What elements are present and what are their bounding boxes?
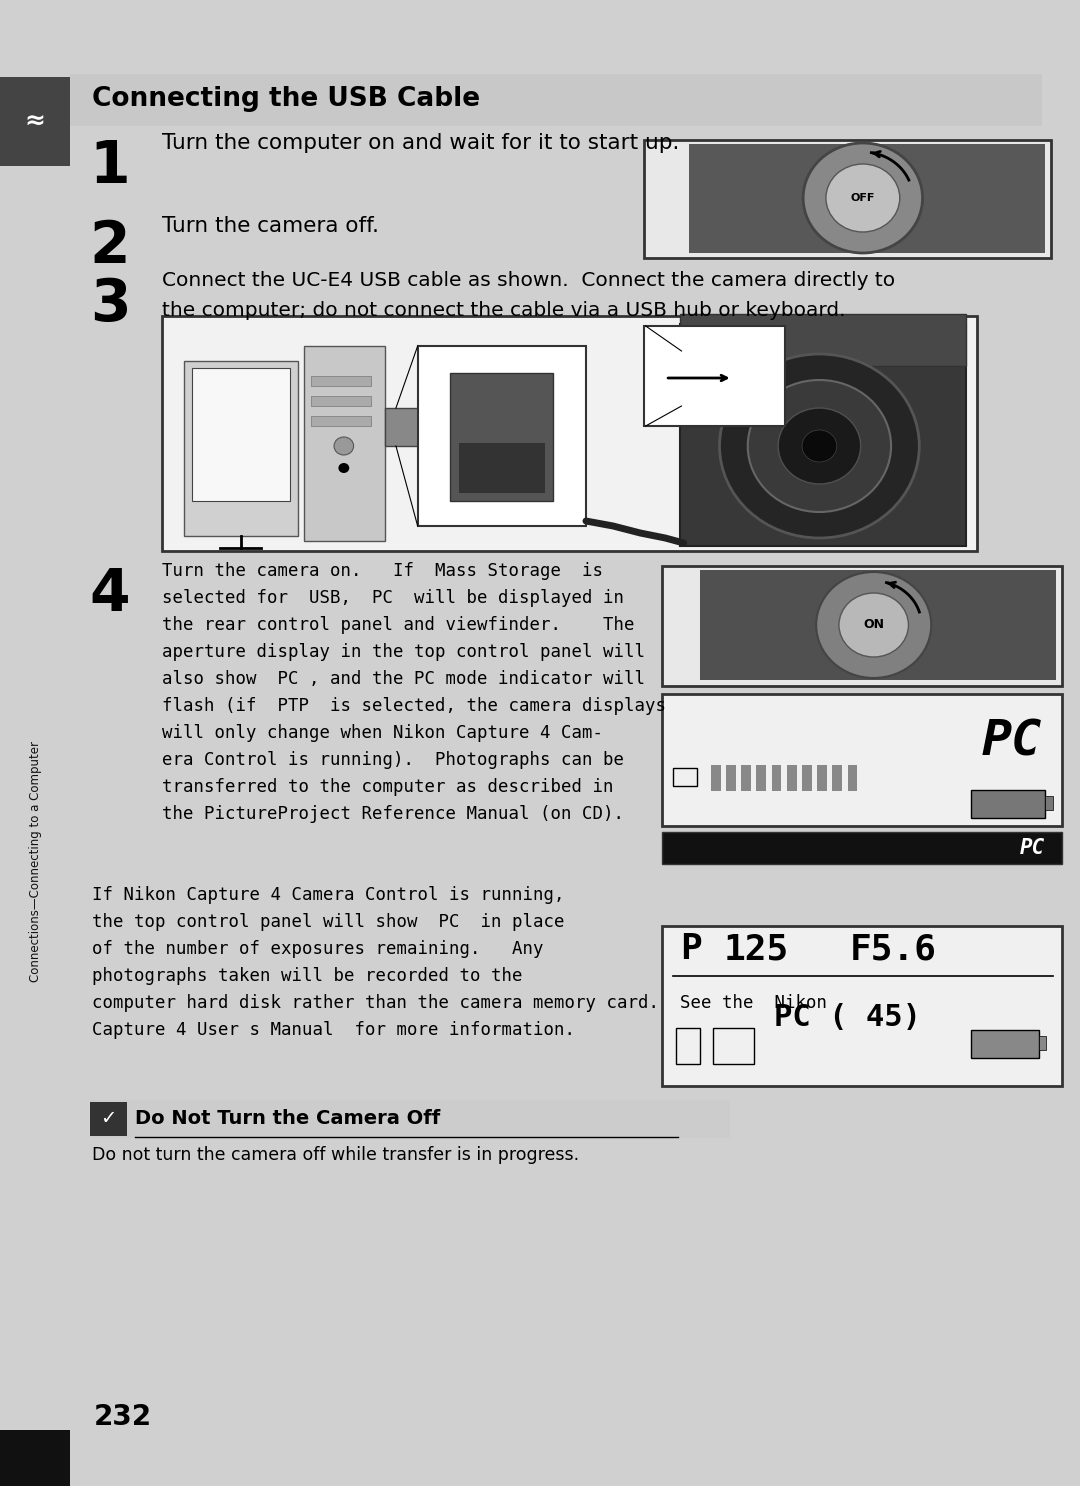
FancyBboxPatch shape xyxy=(802,765,812,791)
Text: Do not turn the camera off while transfer is in progress.: Do not turn the camera off while transfe… xyxy=(92,1146,579,1164)
FancyBboxPatch shape xyxy=(662,926,1062,1086)
FancyBboxPatch shape xyxy=(0,77,70,166)
FancyBboxPatch shape xyxy=(662,694,1062,826)
Text: computer hard disk rather than the camera memory card.  See the  Nikon: computer hard disk rather than the camer… xyxy=(92,994,827,1012)
FancyBboxPatch shape xyxy=(787,765,797,791)
FancyBboxPatch shape xyxy=(771,765,782,791)
Circle shape xyxy=(334,437,353,455)
Text: transferred to the computer as described in: transferred to the computer as described… xyxy=(162,779,615,796)
Circle shape xyxy=(338,464,349,473)
FancyBboxPatch shape xyxy=(90,1103,126,1135)
Text: 3: 3 xyxy=(90,276,131,333)
FancyBboxPatch shape xyxy=(70,74,1042,126)
FancyBboxPatch shape xyxy=(662,566,1062,687)
Text: 2: 2 xyxy=(90,218,131,275)
Text: Capture 4 User s Manual  for more information.: Capture 4 User s Manual for more informa… xyxy=(92,1021,575,1039)
FancyBboxPatch shape xyxy=(971,791,1045,817)
Text: F5.6: F5.6 xyxy=(850,932,936,966)
Text: the top control panel will show  PC  in place: the top control panel will show PC in pl… xyxy=(92,912,565,932)
Text: will only change when Nikon Capture 4 Cam-: will only change when Nikon Capture 4 Ca… xyxy=(162,724,604,742)
Text: the PictureProject Reference Manual (on CD).: the PictureProject Reference Manual (on … xyxy=(162,805,624,823)
FancyBboxPatch shape xyxy=(680,314,966,366)
FancyBboxPatch shape xyxy=(741,765,751,791)
Polygon shape xyxy=(700,571,1056,681)
FancyBboxPatch shape xyxy=(0,1430,70,1486)
Text: era Control is running).  Photographs can be: era Control is running). Photographs can… xyxy=(162,750,624,768)
FancyBboxPatch shape xyxy=(386,409,440,446)
Text: also show  PC , and the PC mode indicator will: also show PC , and the PC mode indicator… xyxy=(162,670,646,688)
FancyBboxPatch shape xyxy=(711,765,720,791)
FancyBboxPatch shape xyxy=(311,376,370,386)
FancyBboxPatch shape xyxy=(833,765,842,791)
FancyBboxPatch shape xyxy=(662,832,1062,863)
Circle shape xyxy=(839,593,908,657)
FancyBboxPatch shape xyxy=(70,0,1080,65)
Circle shape xyxy=(826,163,900,232)
Text: Turn the camera off.: Turn the camera off. xyxy=(162,215,379,236)
Text: PC: PC xyxy=(982,718,1042,765)
FancyBboxPatch shape xyxy=(848,765,858,791)
FancyBboxPatch shape xyxy=(185,361,298,536)
FancyBboxPatch shape xyxy=(1045,796,1053,810)
FancyBboxPatch shape xyxy=(644,325,785,426)
FancyBboxPatch shape xyxy=(192,369,289,501)
FancyBboxPatch shape xyxy=(90,1100,730,1138)
FancyBboxPatch shape xyxy=(311,416,370,426)
FancyBboxPatch shape xyxy=(450,373,553,501)
FancyBboxPatch shape xyxy=(311,395,370,406)
Text: 232: 232 xyxy=(94,1403,152,1431)
FancyBboxPatch shape xyxy=(971,1030,1039,1058)
Circle shape xyxy=(804,143,922,253)
Text: Turn the camera on.   If  Mass Storage  is: Turn the camera on. If Mass Storage is xyxy=(162,562,604,580)
Polygon shape xyxy=(680,324,966,545)
Text: Connect the UC-E4 USB cable as shown.  Connect the camera directly to: Connect the UC-E4 USB cable as shown. Co… xyxy=(162,270,895,290)
Text: the rear control panel and viewfinder.    The: the rear control panel and viewfinder. T… xyxy=(162,617,635,635)
Text: selected for  USB,  PC  will be displayed in: selected for USB, PC will be displayed i… xyxy=(162,588,624,606)
Text: the computer; do not connect the cable via a USB hub or keyboard.: the computer; do not connect the cable v… xyxy=(162,302,846,319)
Text: PC: PC xyxy=(1020,838,1045,857)
Polygon shape xyxy=(689,144,1045,253)
Text: Connections—Connecting to a Computer: Connections—Connecting to a Computer xyxy=(28,742,42,982)
FancyBboxPatch shape xyxy=(726,765,735,791)
Circle shape xyxy=(747,380,891,513)
Text: Turn the computer on and wait for it to start up.: Turn the computer on and wait for it to … xyxy=(162,134,680,153)
Circle shape xyxy=(719,354,919,538)
Circle shape xyxy=(816,572,931,678)
FancyBboxPatch shape xyxy=(162,317,976,551)
Text: flash (if  PTP  is selected, the camera displays: flash (if PTP is selected, the camera di… xyxy=(162,697,666,715)
Circle shape xyxy=(779,409,861,484)
Text: OFF: OFF xyxy=(851,193,875,204)
Text: If Nikon Capture 4 Camera Control is running,: If Nikon Capture 4 Camera Control is run… xyxy=(92,886,565,903)
FancyBboxPatch shape xyxy=(756,765,766,791)
Text: ✓: ✓ xyxy=(100,1110,117,1128)
FancyBboxPatch shape xyxy=(418,346,586,526)
FancyBboxPatch shape xyxy=(1039,1036,1047,1051)
Text: of the number of exposures remaining.   Any: of the number of exposures remaining. An… xyxy=(92,941,543,958)
Text: aperture display in the top control panel will: aperture display in the top control pane… xyxy=(162,643,646,661)
FancyBboxPatch shape xyxy=(459,443,544,493)
Text: 1: 1 xyxy=(90,138,131,195)
FancyBboxPatch shape xyxy=(303,346,386,541)
Text: Connecting the USB Cable: Connecting the USB Cable xyxy=(92,86,480,111)
Text: photographs taken will be recorded to the: photographs taken will be recorded to th… xyxy=(92,967,523,985)
Text: ON: ON xyxy=(863,618,885,632)
Text: PC ( 45): PC ( 45) xyxy=(773,1003,921,1033)
Circle shape xyxy=(802,429,837,462)
Text: P: P xyxy=(680,932,702,966)
Text: 4: 4 xyxy=(90,566,131,623)
Text: ≈: ≈ xyxy=(25,110,45,134)
Text: Do Not Turn the Camera Off: Do Not Turn the Camera Off xyxy=(135,1110,441,1128)
FancyBboxPatch shape xyxy=(644,140,1051,259)
FancyBboxPatch shape xyxy=(818,765,827,791)
Text: 125: 125 xyxy=(724,932,789,966)
